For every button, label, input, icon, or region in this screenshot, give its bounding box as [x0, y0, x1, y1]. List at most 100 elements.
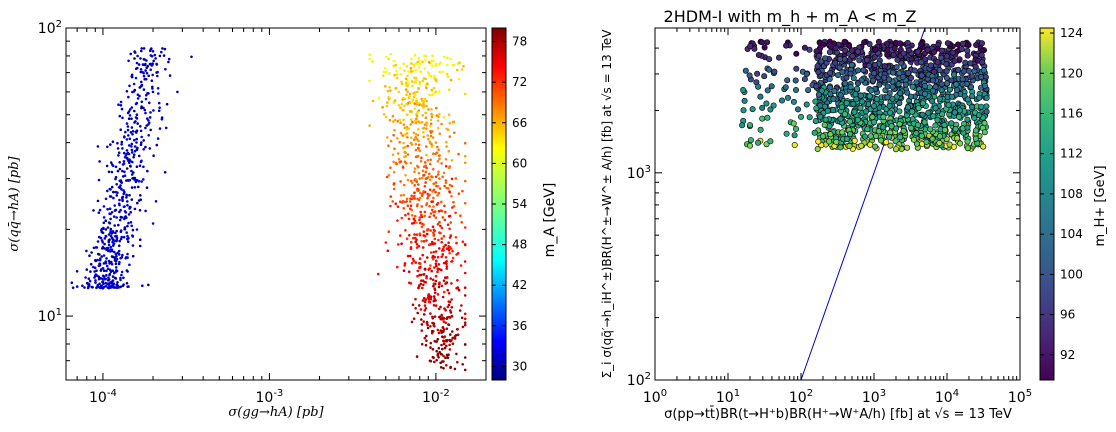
data-point [918, 41, 925, 48]
data-point [419, 210, 423, 214]
data-point [431, 278, 435, 282]
data-point [441, 295, 445, 299]
data-point [460, 68, 464, 71]
data-point [130, 169, 133, 173]
data-point [904, 144, 911, 151]
data-point [427, 137, 430, 141]
data-point [410, 214, 414, 217]
data-point [438, 281, 441, 285]
data-point [428, 162, 432, 166]
data-point [416, 269, 420, 273]
data-point [813, 48, 820, 55]
data-point [135, 228, 139, 231]
data-point [410, 100, 414, 104]
data-point [389, 89, 392, 92]
data-point [400, 80, 403, 84]
data-point [447, 88, 451, 91]
data-point [128, 114, 132, 117]
data-point [403, 262, 407, 265]
data-point [444, 179, 448, 182]
data-point [422, 230, 426, 233]
data-point [147, 92, 150, 95]
data-point [124, 215, 127, 218]
data-point [842, 47, 849, 54]
data-point [147, 283, 150, 287]
data-point [414, 119, 417, 122]
data-point [437, 90, 441, 93]
data-point [130, 126, 134, 129]
data-point [114, 266, 118, 269]
data-point [426, 323, 429, 327]
data-point [872, 46, 879, 53]
data-point [432, 59, 435, 63]
data-point [415, 242, 419, 246]
data-point [438, 231, 441, 234]
data-point [120, 143, 123, 146]
data-point [128, 108, 132, 111]
data-point [399, 121, 402, 125]
data-point [432, 282, 436, 286]
data-point [456, 328, 459, 331]
data-point [161, 47, 164, 50]
data-point [749, 106, 756, 113]
data-point [892, 146, 899, 153]
data-point [417, 304, 421, 307]
data-point [434, 279, 438, 283]
data-point [371, 99, 375, 103]
data-point [927, 62, 934, 69]
data-point [434, 216, 438, 219]
data-point [90, 251, 93, 254]
data-point [123, 156, 127, 159]
data-point [392, 59, 396, 63]
data-point [449, 333, 452, 336]
data-point [110, 280, 113, 284]
data-point [978, 74, 985, 81]
data-point [420, 156, 423, 160]
data-point [433, 325, 436, 328]
data-point [133, 138, 136, 142]
data-point [841, 38, 848, 45]
data-point [121, 175, 125, 178]
data-point [861, 39, 868, 46]
data-point [422, 173, 426, 177]
data-point [444, 181, 448, 185]
data-point [138, 238, 142, 241]
data-point [433, 287, 437, 290]
colorbar-tick-label: 120 [1060, 66, 1083, 80]
data-point [448, 165, 452, 168]
data-point [399, 106, 402, 109]
data-point [122, 162, 126, 165]
data-point [454, 177, 458, 180]
data-point [864, 126, 871, 133]
data-point [761, 73, 768, 80]
data-point [437, 148, 440, 151]
data-point [791, 142, 798, 149]
data-point [436, 194, 439, 197]
data-point [409, 118, 413, 121]
data-point [403, 264, 407, 267]
data-point [886, 133, 893, 140]
data-point [415, 178, 418, 181]
data-point [410, 136, 413, 139]
data-point [741, 97, 748, 104]
colorbar-tick-label: 30 [512, 359, 527, 373]
data-point [135, 61, 139, 65]
data-point [447, 292, 451, 295]
data-point [871, 70, 878, 77]
data-point [156, 137, 160, 140]
data-point [463, 323, 467, 327]
data-point [445, 127, 448, 131]
data-point [815, 91, 822, 98]
data-point [451, 249, 454, 253]
data-point [449, 366, 452, 370]
data-point [426, 256, 429, 259]
data-point [406, 79, 409, 82]
data-point [418, 62, 422, 66]
data-point [449, 339, 452, 343]
data-point [138, 208, 142, 212]
colorbar-tick-label: 92 [1060, 348, 1075, 362]
data-point [382, 112, 386, 116]
data-point [97, 178, 101, 182]
data-point [397, 158, 401, 161]
data-point [783, 42, 790, 49]
